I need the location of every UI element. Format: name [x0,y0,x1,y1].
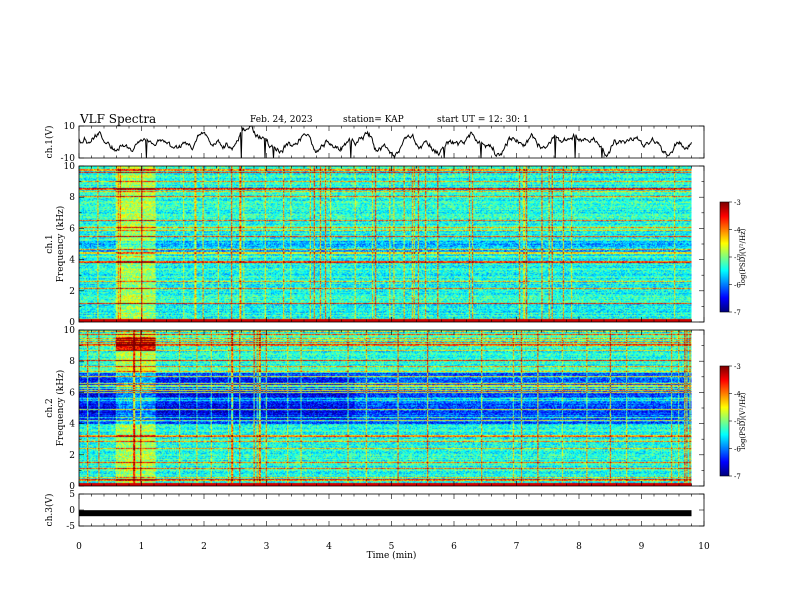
y-tick-label: 4 [69,256,75,266]
y-tick-label: 6 [69,224,75,234]
y-tick-label: 2 [69,287,75,297]
x-axis-label: Time (min) [367,550,417,561]
x-tick-label: 9 [639,542,645,552]
x-tick-label: 0 [76,542,82,552]
colorbar-tick-label: -3 [734,363,741,371]
y-tick-label: 10 [64,122,76,132]
colorbar-tick-label: -6 [734,446,741,454]
colorbar-tick-label: -5 [734,418,741,426]
spectrogram-ch2 [79,330,692,486]
colorbar-label: log(PSD)(V²/Hz) [739,228,747,285]
x-tick-label: 4 [326,542,332,552]
y-tick-label: 6 [69,388,75,398]
y-tick-label: 0 [69,318,75,328]
x-tick-label: 1 [139,542,145,552]
y-tick-label: -10 [61,154,76,164]
ch1-waveform-line [78,125,692,160]
y-tick-label: -5 [66,522,75,532]
colorbar-tick-label: -7 [734,309,741,317]
y-tick-label: 10 [64,162,76,172]
spectrogram-ch1 [79,166,692,322]
x-tick-label: 5 [389,542,395,552]
ch2-spectrogram-ylabel: ch.2 [45,398,55,417]
colorbar-tick-label: -4 [734,391,741,399]
x-tick-label: 6 [451,542,457,552]
station-label: station= KAP [343,115,404,125]
colorbar-tick-label: -6 [734,282,741,290]
x-tick-label: 2 [201,542,207,552]
y-tick-label: 5 [69,490,75,500]
y-tick-label: 0 [69,482,75,492]
x-tick-label: 3 [264,542,270,552]
y-tick-label: 8 [69,193,75,203]
y-tick-label: 2 [69,451,75,461]
y-tick-label: 10 [64,326,76,336]
colorbar-label: log(PSD)(V²/Hz) [739,392,747,449]
x-tick-label: 10 [698,542,710,552]
colorbar-tick-label: -5 [734,254,741,262]
colorbar-tick-label: -4 [734,227,741,235]
x-tick-label: 7 [514,542,520,552]
ch2-spectrogram-ylabel: Frequency (kHz) [55,370,66,447]
x-tick-label: 8 [576,542,582,552]
ch1-spectrogram-ylabel: ch.1 [45,234,55,253]
colorbar-tick-label: -3 [734,199,741,207]
date-label: Feb. 24, 2023 [250,115,313,125]
ch1-waveform-ylabel: ch.1(V) [44,126,55,159]
y-tick-label: 8 [69,357,75,367]
colorbar-2 [720,366,729,476]
start-time-label: start UT = 12: 30: 1 [437,115,529,125]
ch3-waveform-ylabel: ch.3(V) [44,494,55,527]
ch1-spectrogram-ylabel: Frequency (kHz) [55,206,66,283]
y-tick-label: 4 [69,420,75,430]
chart-title: VLF Spectra [80,112,157,126]
colorbar-1 [720,202,729,312]
y-tick-label: 0 [69,506,75,516]
ch3-waveform-line [79,510,692,517]
colorbar-tick-label: -7 [734,473,741,481]
